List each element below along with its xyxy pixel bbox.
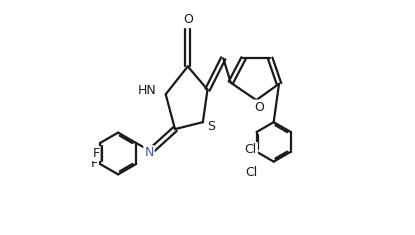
- Text: S: S: [207, 120, 215, 133]
- Text: F: F: [93, 147, 100, 160]
- Text: O: O: [254, 101, 264, 114]
- Text: HN: HN: [138, 84, 156, 97]
- Text: N: N: [144, 146, 154, 159]
- Text: O: O: [183, 13, 193, 27]
- Text: F: F: [90, 157, 98, 170]
- Text: Cl: Cl: [246, 166, 258, 179]
- Text: Cl: Cl: [245, 143, 257, 156]
